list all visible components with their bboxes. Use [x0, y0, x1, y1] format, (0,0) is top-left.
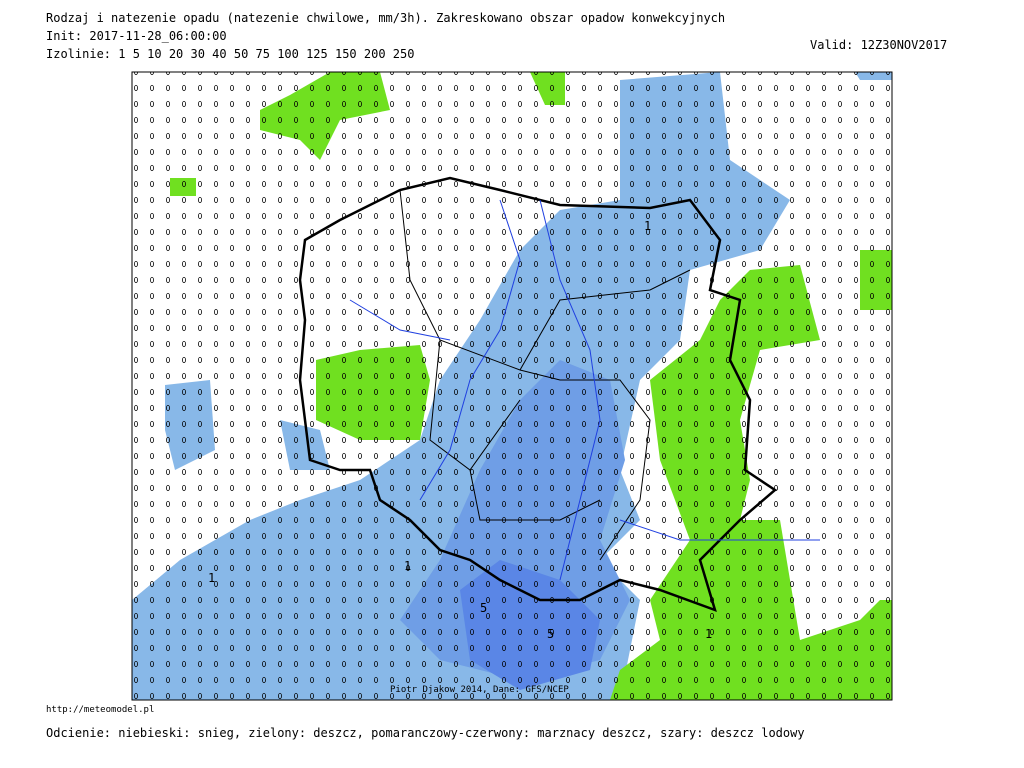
contour-label: 1	[208, 571, 215, 585]
contour-labels: 1 1 1 1 5 5	[208, 219, 712, 641]
rivers	[349, 199, 820, 581]
credit: Piotr Djakow 2014, Dane: GFS/NCEP	[390, 685, 569, 695]
map-frame	[131, 71, 893, 701]
precip-grid	[132, 72, 892, 700]
poland-border	[298, 176, 778, 613]
region-borders	[399, 189, 691, 561]
valid: Valid: 12Z30NOV2017	[810, 38, 947, 52]
contour-label: 1	[644, 219, 651, 233]
title: Rodzaj i natezenie opadu (natezenie chwi…	[46, 11, 725, 25]
contour-label: 5	[547, 627, 554, 641]
contour-label: 5	[480, 601, 487, 615]
init: Init: 2017-11-28_06:00:00	[46, 29, 227, 43]
contour-label: 1	[404, 559, 411, 573]
contour-label: 1	[705, 627, 712, 641]
legend: Odcienie: niebieski: snieg, zielony: des…	[46, 726, 805, 740]
map: 1 1 1 1 5 5 Piotr Djakow 2014, Dane: GFS…	[132, 72, 892, 700]
isolines: Izolinie: 1 5 10 20 30 40 50 75 100 125 …	[46, 47, 414, 61]
url: http://meteomodel.pl	[46, 705, 154, 715]
